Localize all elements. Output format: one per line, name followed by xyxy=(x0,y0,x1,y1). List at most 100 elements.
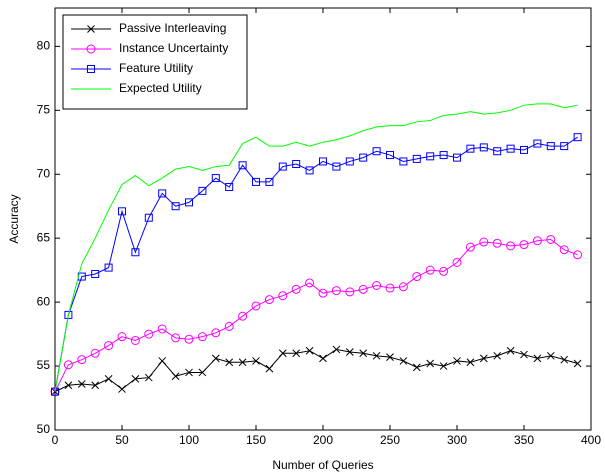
y-axis-label: Accuracy xyxy=(7,194,21,243)
marker xyxy=(560,142,569,151)
marker xyxy=(452,257,462,267)
marker xyxy=(278,349,287,358)
y-tick-label: 55 xyxy=(37,358,51,372)
marker xyxy=(412,272,422,282)
y-tick-label: 75 xyxy=(37,102,51,116)
marker xyxy=(291,284,301,294)
marker xyxy=(91,381,100,390)
marker xyxy=(251,301,261,311)
marker xyxy=(492,238,502,248)
marker xyxy=(398,282,408,292)
marker xyxy=(439,266,449,276)
marker xyxy=(465,242,475,252)
marker xyxy=(573,250,583,260)
marker xyxy=(265,364,274,373)
marker xyxy=(332,162,341,171)
marker xyxy=(359,349,368,358)
marker xyxy=(305,166,314,175)
marker xyxy=(77,355,87,365)
marker xyxy=(399,357,408,365)
marker xyxy=(117,332,127,342)
legend-box xyxy=(62,14,248,110)
marker xyxy=(91,269,100,278)
x-tick-label: 0 xyxy=(52,433,59,447)
marker xyxy=(520,350,528,359)
marker xyxy=(118,385,126,393)
marker xyxy=(453,357,461,365)
marker xyxy=(198,186,207,195)
marker xyxy=(506,144,515,153)
marker xyxy=(506,241,516,251)
x-tick-label: 150 xyxy=(246,433,266,447)
marker xyxy=(426,152,435,161)
marker xyxy=(493,147,502,156)
y-tick-label: 50 xyxy=(37,422,51,436)
marker xyxy=(278,291,288,301)
marker xyxy=(466,144,475,153)
x-tick-label: 50 xyxy=(115,433,129,447)
series-line xyxy=(54,348,578,393)
series-line xyxy=(54,238,578,392)
x-axis-label: Number of Queries xyxy=(272,458,373,472)
x-tick-label: 100 xyxy=(179,433,199,447)
marker xyxy=(533,354,542,363)
marker xyxy=(238,161,247,170)
marker xyxy=(158,189,167,198)
marker xyxy=(87,65,95,73)
marker xyxy=(158,357,167,365)
marker xyxy=(546,351,555,360)
marker xyxy=(426,359,435,368)
marker xyxy=(278,162,287,171)
marker xyxy=(519,240,529,250)
y-tick-label: 65 xyxy=(37,230,51,244)
marker xyxy=(412,363,421,372)
marker xyxy=(252,357,260,365)
series-line xyxy=(54,136,578,392)
marker xyxy=(171,333,181,343)
x-tick-label: 200 xyxy=(313,433,333,447)
marker xyxy=(130,335,140,345)
marker xyxy=(292,349,301,358)
marker xyxy=(345,287,355,297)
marker xyxy=(211,354,220,363)
marker xyxy=(546,142,555,151)
marker xyxy=(104,374,113,383)
marker xyxy=(372,280,382,290)
marker xyxy=(332,345,341,354)
marker xyxy=(345,157,354,166)
marker xyxy=(118,207,126,216)
marker xyxy=(386,151,394,160)
marker xyxy=(104,263,113,272)
marker xyxy=(305,346,314,355)
marker xyxy=(479,354,488,363)
marker xyxy=(453,153,461,162)
marker xyxy=(439,362,448,370)
marker xyxy=(466,358,475,367)
marker xyxy=(305,278,315,288)
x-tick-label: 400 xyxy=(581,433,601,447)
marker xyxy=(87,25,95,33)
marker xyxy=(399,157,408,166)
marker xyxy=(144,213,153,222)
x-tick-label: 300 xyxy=(447,433,467,447)
marker xyxy=(560,355,569,364)
y-tick-label: 70 xyxy=(37,166,51,180)
marker xyxy=(532,236,542,246)
marker xyxy=(184,334,194,344)
marker xyxy=(144,373,153,382)
marker xyxy=(171,372,180,381)
marker xyxy=(225,183,234,192)
marker xyxy=(345,348,354,356)
marker xyxy=(224,321,234,331)
marker xyxy=(90,348,100,358)
marker xyxy=(211,328,221,338)
marker xyxy=(144,329,154,339)
marker xyxy=(493,351,502,360)
marker xyxy=(559,245,569,255)
marker xyxy=(372,147,381,156)
marker xyxy=(171,202,180,211)
marker xyxy=(86,44,96,54)
marker xyxy=(372,351,381,360)
x-tick-label: 350 xyxy=(514,433,534,447)
